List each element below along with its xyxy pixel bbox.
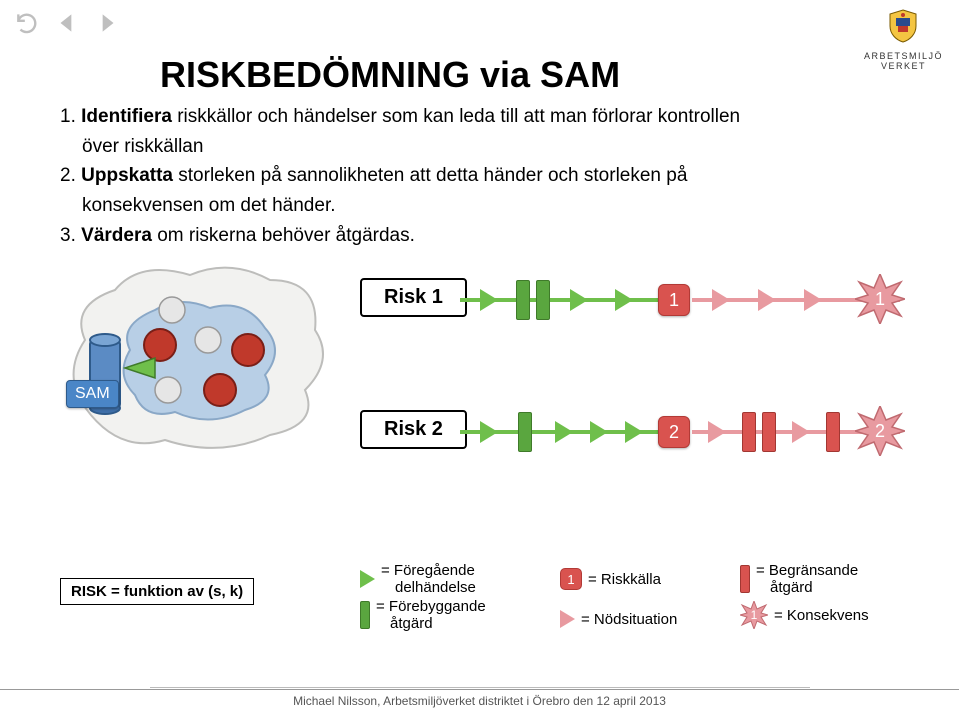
risk-function-box: RISK = funktion av (s, k): [60, 578, 254, 605]
burst-icon: 2: [855, 406, 905, 456]
slide-page: { "nav": { "icons": ["undo","prev","next…: [0, 0, 959, 718]
legend-row: = Nödsituation: [560, 608, 677, 630]
rock-shape: [60, 250, 340, 460]
prev-icon[interactable]: [54, 10, 80, 36]
red-bar-icon: [762, 412, 776, 452]
red-bar-icon: [826, 412, 840, 452]
green-bar-icon: [536, 280, 550, 320]
green-tri-icon: [590, 421, 608, 443]
undo-icon[interactable]: [14, 10, 40, 36]
green-tri-icon: [480, 421, 498, 443]
risk2-timeline: 2 2: [460, 430, 900, 434]
diagram-area: SAM Risk 1 1 1 Risk 2 2: [60, 250, 900, 580]
green-tri-icon: [615, 289, 633, 311]
risk-marker: 1: [658, 284, 690, 316]
next-icon[interactable]: [94, 10, 120, 36]
green-tri-icon: [360, 570, 375, 588]
burst-icon: 1: [740, 601, 768, 629]
risk-marker: 2: [658, 416, 690, 448]
crest-icon: [886, 8, 920, 44]
footer-rule: [150, 687, 810, 688]
legend-row: = Begränsandeåtgärd: [740, 568, 869, 590]
legend-row: = Förebyggandeåtgärd: [360, 604, 486, 626]
pink-tri-icon: [804, 289, 822, 311]
legend-row: 1 = Riskkälla: [560, 568, 677, 590]
burst-icon: 1: [855, 274, 905, 324]
pink-tri-icon: [712, 289, 730, 311]
pink-tri-icon: [792, 421, 810, 443]
red-bar-icon: [740, 565, 750, 593]
page-title: RISKBEDÖMNING via SAM: [160, 54, 900, 96]
green-tri-icon: [570, 289, 588, 311]
content-block: RISKBEDÖMNING via SAM 1. Identifiera ris…: [60, 54, 900, 252]
numbered-list: 1. Identifiera riskkällor och händelser …: [60, 104, 900, 248]
pink-tri-icon: [708, 421, 726, 443]
risk1-timeline: 1 1: [460, 298, 900, 302]
green-bar-icon: [518, 412, 532, 452]
risk2-box: Risk 2: [360, 410, 467, 449]
nav-controls: [14, 10, 120, 36]
risk-marker-icon: 1: [560, 568, 582, 590]
list-item-cont: över riskkällan: [82, 134, 900, 160]
green-tri-icon: [555, 421, 573, 443]
list-item: 3. Värdera om riskerna behöver åtgärdas.: [60, 223, 900, 249]
list-item: 1. Identifiera riskkällor och händelser …: [60, 104, 900, 130]
pink-tri-icon: [758, 289, 776, 311]
list-item: 2. Uppskatta storleken på sannolikheten …: [60, 163, 900, 189]
green-bar-icon: [360, 601, 370, 629]
sam-tag: SAM: [66, 380, 119, 408]
red-bar-icon: [742, 412, 756, 452]
footer-text: Michael Nilsson, Arbetsmiljöverket distr…: [0, 689, 959, 708]
list-item-cont: konsekvensen om det händer.: [82, 193, 900, 219]
risk1-box: Risk 1: [360, 278, 467, 317]
legend-row: = Föregåendedelhändelse: [360, 568, 486, 590]
green-tri-icon: [625, 421, 643, 443]
pink-tri-icon: [560, 610, 575, 628]
green-tri-icon: [480, 289, 498, 311]
green-bar-icon: [516, 280, 530, 320]
legend-row: 1 = Konsekvens: [740, 604, 869, 626]
